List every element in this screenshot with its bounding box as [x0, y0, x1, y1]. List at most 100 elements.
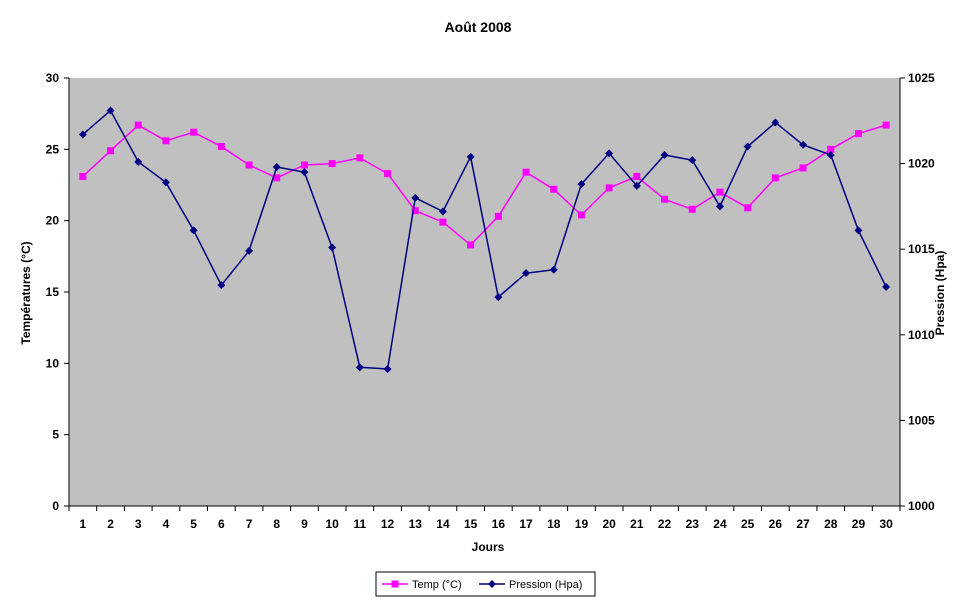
- right-tick-label: 1025: [908, 71, 935, 85]
- left-tick-label: 5: [52, 428, 59, 442]
- data-point-pression: [660, 151, 669, 160]
- data-point-temp: [162, 137, 170, 145]
- x-tick-label: 16: [492, 517, 506, 531]
- x-tick-label: 5: [190, 517, 197, 531]
- x-tick-label: 3: [135, 517, 142, 531]
- data-point-pression: [161, 178, 170, 187]
- left-axis-title: Températures (°C): [19, 241, 33, 344]
- x-tick-label: 17: [519, 517, 533, 531]
- left-tick-label: 0: [52, 499, 59, 513]
- data-point-pression: [549, 265, 558, 274]
- data-point-pression: [826, 151, 835, 160]
- right-tick-label: 1000: [908, 499, 935, 513]
- data-point-temp: [190, 128, 198, 136]
- data-point-pression: [383, 365, 392, 374]
- data-point-pression: [217, 281, 226, 290]
- right-tick-label: 1015: [908, 242, 935, 256]
- x-tick-label: 28: [824, 517, 838, 531]
- legend-marker-pression: [488, 580, 496, 588]
- right-tick-label: 1010: [908, 328, 935, 342]
- x-tick-label: 27: [796, 517, 810, 531]
- x-tick-label: 8: [273, 517, 280, 531]
- data-point-pression: [854, 226, 863, 235]
- x-axis: 1 2 3 4 5 6 7 8 9 10 11 12 13 14 15 16 17 18 19 20 21 22 23 24 2…: [68, 505, 901, 531]
- x-tick-label: 1: [80, 517, 87, 531]
- data-point-pression: [272, 163, 281, 172]
- data-point-temp: [799, 164, 807, 172]
- x-tick-label: 14: [436, 517, 450, 531]
- x-axis-title: Jours: [472, 540, 505, 554]
- left-tick-label: 10: [46, 356, 60, 370]
- data-point-pression: [245, 246, 254, 255]
- data-point-pression: [632, 181, 641, 190]
- data-point-temp: [134, 121, 142, 129]
- data-point-temp: [273, 174, 281, 182]
- data-point-temp: [107, 147, 115, 155]
- data-point-pression: [411, 193, 420, 202]
- data-point-temp: [716, 188, 724, 196]
- data-point-pression: [771, 118, 780, 127]
- data-point-pression: [134, 157, 143, 166]
- x-tick-label: 21: [630, 517, 644, 531]
- x-tick-label: 6: [218, 517, 225, 531]
- data-point-temp: [827, 145, 835, 153]
- legend: Temp (°C) Pression (Hpa): [375, 571, 596, 597]
- x-tick-label: 15: [464, 517, 478, 531]
- data-point-temp: [854, 130, 862, 138]
- right-tick-label: 1020: [908, 157, 935, 171]
- data-point-pression: [189, 226, 198, 235]
- data-point-pression: [78, 130, 87, 139]
- right-axis-title: Pression (Hpa): [933, 251, 947, 336]
- legend-marker-temp: [391, 580, 399, 588]
- series-line-1: [82, 109, 887, 370]
- data-point-temp: [411, 207, 419, 215]
- x-tick-label: 13: [409, 517, 423, 531]
- data-point-pression: [106, 106, 115, 115]
- chart-title: Août 2008: [445, 19, 512, 35]
- legend-label-temp: Temp (°C): [412, 579, 462, 591]
- data-point-temp: [771, 174, 779, 182]
- data-point-temp: [661, 195, 669, 203]
- data-point-temp: [494, 212, 502, 220]
- data-point-temp: [328, 160, 336, 168]
- x-tick-label: 12: [381, 517, 395, 531]
- x-tick-label: 25: [741, 517, 755, 531]
- data-point-temp: [384, 170, 392, 178]
- data-point-pression: [438, 207, 447, 216]
- data-point-temp: [577, 211, 585, 219]
- data-point-pression: [355, 363, 364, 372]
- series-layer: [78, 106, 891, 374]
- data-point-temp: [79, 172, 87, 180]
- left-tick-label: 20: [46, 214, 60, 228]
- data-point-pression: [688, 156, 697, 165]
- data-point-temp: [245, 161, 253, 169]
- data-point-pression: [300, 168, 309, 177]
- data-point-temp: [356, 154, 364, 162]
- left-tick-label: 25: [46, 142, 60, 156]
- data-point-pression: [882, 282, 891, 291]
- x-tick-label: 2: [107, 517, 114, 531]
- x-tick-label: 18: [547, 517, 561, 531]
- x-tick-label: 7: [246, 517, 253, 531]
- x-tick-label: 29: [852, 517, 866, 531]
- x-tick-label: 4: [163, 517, 170, 531]
- data-point-temp: [688, 205, 696, 213]
- data-point-temp: [217, 142, 225, 150]
- data-point-temp: [550, 185, 558, 193]
- data-point-temp: [467, 241, 475, 249]
- data-point-pression: [715, 202, 724, 211]
- right-tick-label: 1005: [908, 413, 935, 427]
- data-point-pression: [605, 149, 614, 158]
- data-point-temp: [439, 218, 447, 226]
- data-point-temp: [744, 204, 752, 212]
- left-tick-label: 30: [46, 71, 60, 85]
- data-point-pression: [577, 180, 586, 189]
- data-point-pression: [799, 140, 808, 149]
- data-point-temp: [882, 121, 890, 129]
- x-tick-label: 9: [301, 517, 308, 531]
- data-point-temp: [522, 168, 530, 176]
- x-tick-label: 26: [769, 517, 783, 531]
- x-tick-label: 30: [879, 517, 893, 531]
- x-tick-label: 23: [686, 517, 700, 531]
- data-point-pression: [522, 269, 531, 278]
